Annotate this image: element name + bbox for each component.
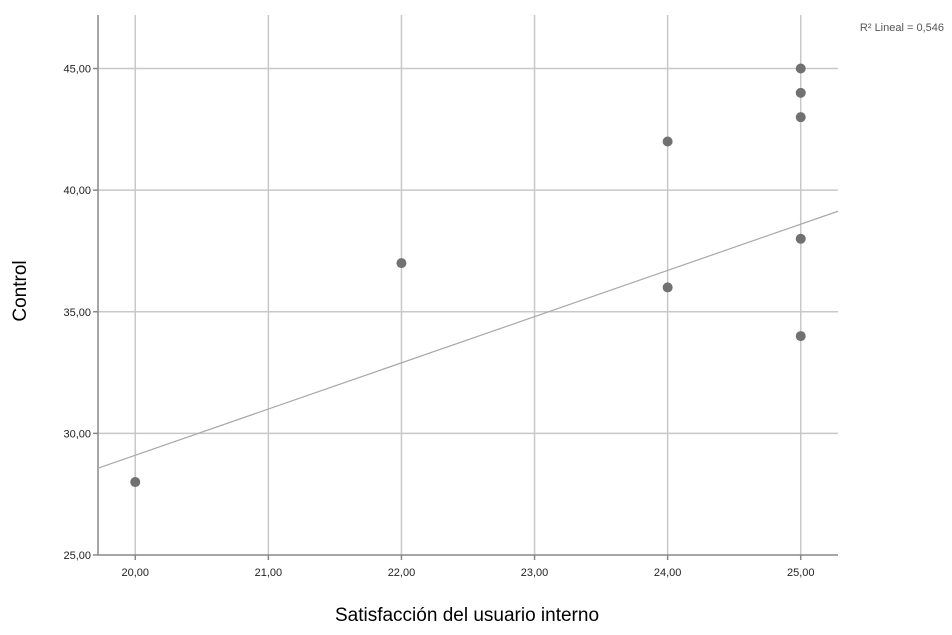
- data-point: [662, 136, 673, 147]
- x-tick-label: 24,00: [654, 567, 682, 579]
- x-axis-title: Satisfacción del usuario interno: [335, 605, 599, 626]
- y-tick-label: 45,00: [63, 64, 91, 76]
- data-points: [130, 63, 806, 488]
- data-point: [130, 477, 141, 488]
- data-point: [662, 282, 673, 293]
- data-point: [795, 233, 806, 244]
- y-axis-title: Control: [10, 260, 31, 321]
- y-tick-label: 30,00: [63, 428, 91, 440]
- data-point: [795, 87, 806, 98]
- x-tick-label: 23,00: [521, 567, 549, 579]
- y-tick-label: 40,00: [63, 185, 91, 197]
- fit-line-group: [97, 210, 839, 469]
- x-tick-label: 25,00: [787, 567, 815, 579]
- x-tick-label: 22,00: [388, 567, 416, 579]
- data-point: [795, 63, 806, 74]
- y-tick-label: 25,00: [63, 550, 91, 562]
- tick-labels: 20,00 21,00 22,00 23,00 24,00 25,00 25,00 30,00…: [63, 64, 814, 579]
- linear-fit-line: [97, 210, 839, 469]
- x-tick-label: 21,00: [255, 567, 283, 579]
- r2-label: R² Lineal = 0,546: [860, 22, 944, 34]
- axes: [97, 15, 838, 556]
- data-point: [795, 331, 806, 342]
- data-point: [396, 258, 407, 269]
- y-tick-label: 35,00: [63, 307, 91, 319]
- data-point: [795, 112, 806, 123]
- x-tick-label: 20,00: [122, 567, 150, 579]
- grid-lines: [98, 15, 838, 555]
